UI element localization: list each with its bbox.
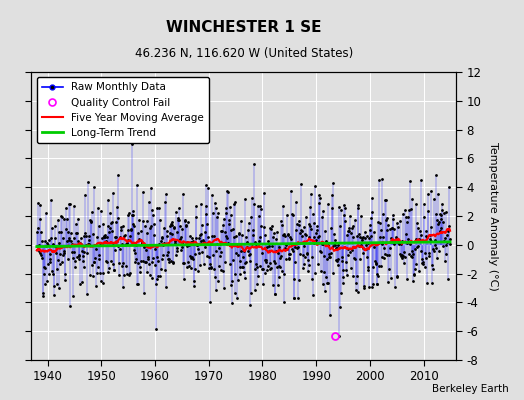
Text: Berkeley Earth: Berkeley Earth bbox=[432, 384, 508, 394]
Text: 46.236 N, 116.620 W (United States): 46.236 N, 116.620 W (United States) bbox=[135, 48, 353, 60]
Text: WINCHESTER 1 SE: WINCHESTER 1 SE bbox=[166, 20, 321, 34]
Legend: Raw Monthly Data, Quality Control Fail, Five Year Moving Average, Long-Term Tren: Raw Monthly Data, Quality Control Fail, … bbox=[37, 77, 209, 143]
Y-axis label: Temperature Anomaly (°C): Temperature Anomaly (°C) bbox=[488, 142, 498, 290]
